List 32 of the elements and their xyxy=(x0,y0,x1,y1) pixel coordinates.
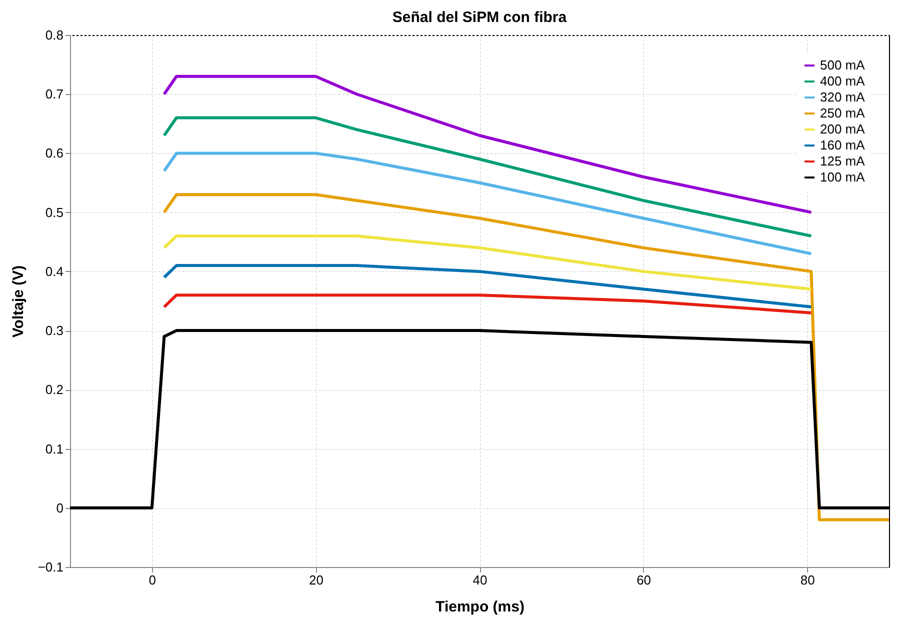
y-tick-label: 0.7 xyxy=(45,86,64,102)
line-series xyxy=(162,234,813,291)
line-series xyxy=(162,116,813,238)
x-tick-label: 40 xyxy=(472,572,488,588)
x-tick-label: 0 xyxy=(148,572,156,588)
y-tick-label: 0.8 xyxy=(45,28,64,42)
y-axis-title: Voltaje (V) xyxy=(10,265,27,338)
x-tick-label: 80 xyxy=(800,572,815,588)
legend-label: 160 mA xyxy=(820,138,866,152)
legend-label: 200 mA xyxy=(820,122,866,136)
legend-label: 320 mA xyxy=(820,90,866,104)
legend-label: 400 mA xyxy=(820,74,866,88)
y-tick-label: 0.2 xyxy=(45,382,64,398)
y-tick-label: −0.1 xyxy=(38,560,64,574)
line-series xyxy=(162,74,813,214)
line-series xyxy=(162,264,813,308)
y-tick-label: 0.1 xyxy=(45,441,64,456)
legend-label: 125 mA xyxy=(820,154,866,168)
y-tick-label: 0 xyxy=(56,500,64,516)
x-axis-title: Tiempo (ms) xyxy=(436,598,524,616)
x-tick-label: 20 xyxy=(308,572,324,588)
y-tick-label: 0.3 xyxy=(45,323,64,338)
legend-label: 250 mA xyxy=(820,106,866,120)
legend-label: 100 mA xyxy=(820,170,866,184)
line-series xyxy=(162,152,813,256)
y-tick-label: 0.4 xyxy=(45,264,64,279)
line-series xyxy=(162,294,813,314)
x-tick-label: 60 xyxy=(636,572,652,588)
chart-title: Señal del SiPM con fibra xyxy=(392,9,568,26)
legend-label: 500 mA xyxy=(820,58,866,72)
y-tick-label: 0.5 xyxy=(45,204,64,220)
y-tick-label: 0.6 xyxy=(45,146,64,161)
